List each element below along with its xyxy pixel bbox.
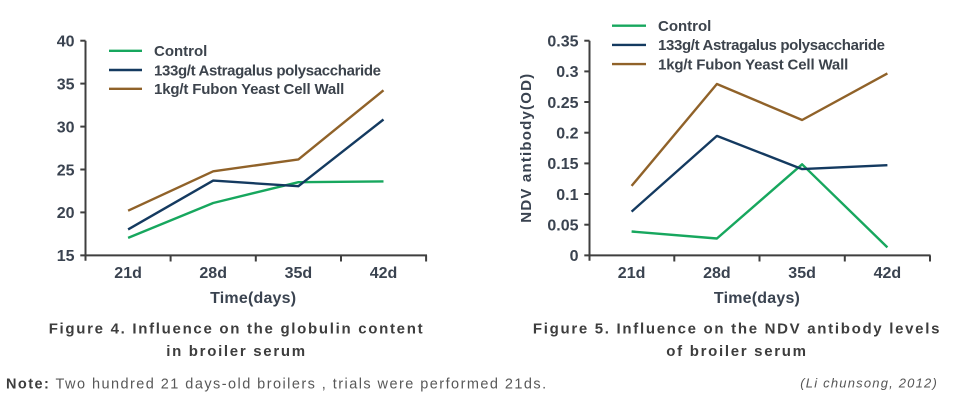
svg-text:Control: Control [658, 18, 711, 35]
svg-text:Control: Control [154, 43, 207, 60]
svg-text:0.05: 0.05 [547, 218, 578, 235]
svg-text:42d: 42d [370, 265, 398, 282]
svg-text:42d: 42d [874, 265, 902, 282]
svg-text:20: 20 [57, 205, 75, 222]
svg-text:in broiler serum: in broiler serum [166, 343, 307, 360]
svg-text:28d: 28d [199, 265, 227, 282]
svg-text:30: 30 [57, 119, 75, 136]
svg-text:Time(days): Time(days) [714, 290, 800, 307]
svg-text:(Li chunsong, 2012): (Li chunsong, 2012) [800, 376, 938, 391]
svg-text:Figure 5. Influence on the NDV: Figure 5. Influence on the NDV antibody … [533, 321, 941, 338]
svg-text:Note: Two hundred 21 days-old: Note: Two hundred 21 days-old broilers ,… [6, 377, 548, 393]
svg-text:35d: 35d [788, 265, 816, 282]
svg-text:1kg/t Fubon Yeast Cell Wall: 1kg/t Fubon Yeast Cell Wall [658, 56, 848, 73]
svg-text:21d: 21d [114, 265, 142, 282]
svg-text:133g/t Astragalus polysacchari: 133g/t Astragalus polysaccharide [154, 62, 381, 79]
svg-text:NDV antibody(OD): NDV antibody(OD) [518, 73, 535, 223]
svg-text:133g/t Astragalus polysacchari: 133g/t Astragalus polysaccharide [658, 37, 885, 54]
svg-text:35: 35 [57, 76, 75, 93]
svg-text:0.3: 0.3 [556, 64, 578, 81]
svg-text:40: 40 [57, 34, 75, 51]
svg-text:0.15: 0.15 [547, 156, 578, 173]
svg-text:35d: 35d [285, 265, 313, 282]
svg-text:0: 0 [570, 248, 579, 265]
svg-text:Figure 4. Influence on the glo: Figure 4. Influence on the globulin cont… [49, 321, 425, 338]
svg-text:25: 25 [57, 162, 75, 179]
svg-text:0.2: 0.2 [556, 126, 578, 143]
svg-text:0.25: 0.25 [547, 95, 578, 112]
svg-text:21d: 21d [618, 265, 646, 282]
svg-text:of broiler serum: of broiler serum [666, 343, 807, 360]
svg-text:15: 15 [57, 248, 75, 265]
svg-text:Time(days): Time(days) [210, 290, 296, 307]
svg-text:1kg/t Fubon Yeast Cell Wall: 1kg/t Fubon Yeast Cell Wall [154, 81, 344, 98]
svg-text:0.1: 0.1 [556, 187, 578, 204]
svg-text:28d: 28d [703, 265, 731, 282]
svg-text:0.35: 0.35 [547, 34, 578, 51]
